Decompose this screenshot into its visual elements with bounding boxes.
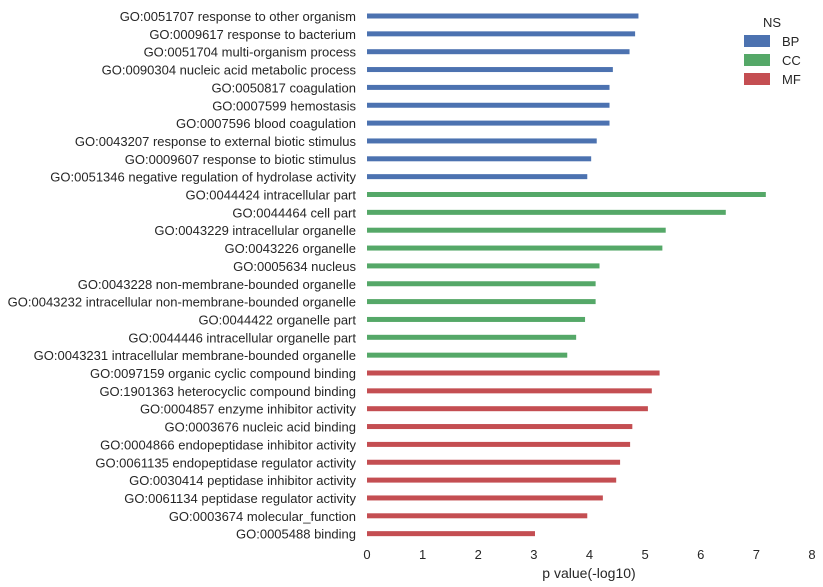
bar [367,459,621,465]
bar [367,281,596,287]
legend-label: MF [782,72,801,87]
bar [367,120,610,126]
y-tick-label: GO:0003674 molecular_function [169,509,356,524]
legend: NS BP CC MF [744,15,801,87]
y-tick-label: GO:0007596 blood coagulation [176,116,356,131]
y-tick-label: GO:0009607 response to biotic stimulus [125,152,357,167]
y-tick-label: GO:0003676 nucleic acid binding [164,420,356,435]
y-tick-labels: GO:0051707 response to other organism GO:… [8,9,357,542]
bar [367,334,577,340]
y-tick-label: GO:0005634 nucleus [233,259,356,274]
legend-swatch [744,54,770,66]
bar [367,531,535,537]
bar [367,495,603,501]
y-tick-label: GO:0043232 intracellular non-membrane-bo… [8,295,356,310]
legend-label: BP [782,34,799,49]
y-tick-label: GO:0051704 multi-organism process [144,45,357,60]
x-tick-label: 7 [753,547,760,562]
bar [367,227,666,233]
y-tick-label: GO:0030414 peptidase inhibitor activity [129,473,356,488]
x-axis-label: p value(-log10) [542,565,635,581]
bar [367,209,726,215]
bar [367,174,588,180]
bar [367,192,766,197]
x-tick-label: 4 [586,547,593,562]
y-tick-label: GO:0043231 intracellular membrane-bounde… [34,348,356,363]
y-tick-label: GO:0005488 binding [236,527,356,542]
bar [367,263,600,269]
y-tick-label: GO:0090304 nucleic acid metabolic proces… [102,63,357,78]
bar [367,477,617,483]
x-tick-label: 1 [419,547,426,562]
y-tick-label: GO:0044422 organelle part [198,312,356,327]
y-tick-label: GO:0043226 organelle [224,241,356,256]
bar [367,138,597,144]
y-tick-label: GO:0044446 intracellular organelle part [128,330,356,345]
y-tick-label: GO:0051707 response to other organism [120,9,356,24]
y-tick-label: GO:0050817 coagulation [211,80,356,95]
legend-title: NS [763,15,781,30]
bar [367,156,592,162]
bar [367,388,652,394]
x-tick-label: 8 [808,547,815,562]
y-tick-label: GO:0044424 intracellular part [185,188,356,203]
x-tick-label: 2 [475,547,482,562]
x-tick-label: 0 [363,547,370,562]
y-tick-label: GO:0004857 enzyme inhibitor activity [140,402,357,417]
bar [367,352,568,358]
bar [367,245,663,251]
y-tick-label: GO:0051346 negative regulation of hydrol… [50,170,356,185]
bar [367,424,633,430]
bar [367,406,648,412]
y-tick-label: GO:0007599 hemostasis [212,98,356,113]
legend-label: CC [782,53,801,68]
bar [367,316,586,322]
y-tick-label: GO:1901363 heterocyclic compound binding [99,384,356,399]
y-tick-label: GO:0061134 peptidase regulator activity [124,491,356,506]
y-tick-label: GO:0043228 non-membrane-bounded organell… [78,277,356,292]
y-tick-label: GO:0009617 response to bacterium [149,27,356,42]
bar [367,102,610,108]
bar [367,513,588,519]
bar [367,299,596,305]
y-tick-label: GO:0097159 organic cyclic compound bindi… [90,366,356,381]
bar [367,31,636,37]
bar [367,49,630,55]
legend-swatch [744,73,770,85]
bar [367,441,631,447]
y-tick-label: GO:0043229 intracellular organelle [154,223,356,238]
x-tick-labels: 0 1 2 3 4 5 6 7 8 [363,547,815,562]
legend-swatch [744,35,770,47]
y-tick-label: GO:0043207 response to external biotic s… [75,134,357,149]
bar [367,370,660,376]
x-tick-label: 3 [530,547,537,562]
y-tick-label: GO:0061135 endopeptidase regulator activ… [95,455,356,470]
y-tick-label: GO:0004866 endopeptidase inhibitor activ… [100,437,356,452]
x-tick-label: 5 [642,547,649,562]
y-tick-label: GO:0044464 cell part [232,205,356,220]
bar [367,84,610,90]
bar [367,67,613,73]
bars-layer [367,13,766,537]
bar [367,13,639,19]
x-tick-label: 6 [697,547,704,562]
